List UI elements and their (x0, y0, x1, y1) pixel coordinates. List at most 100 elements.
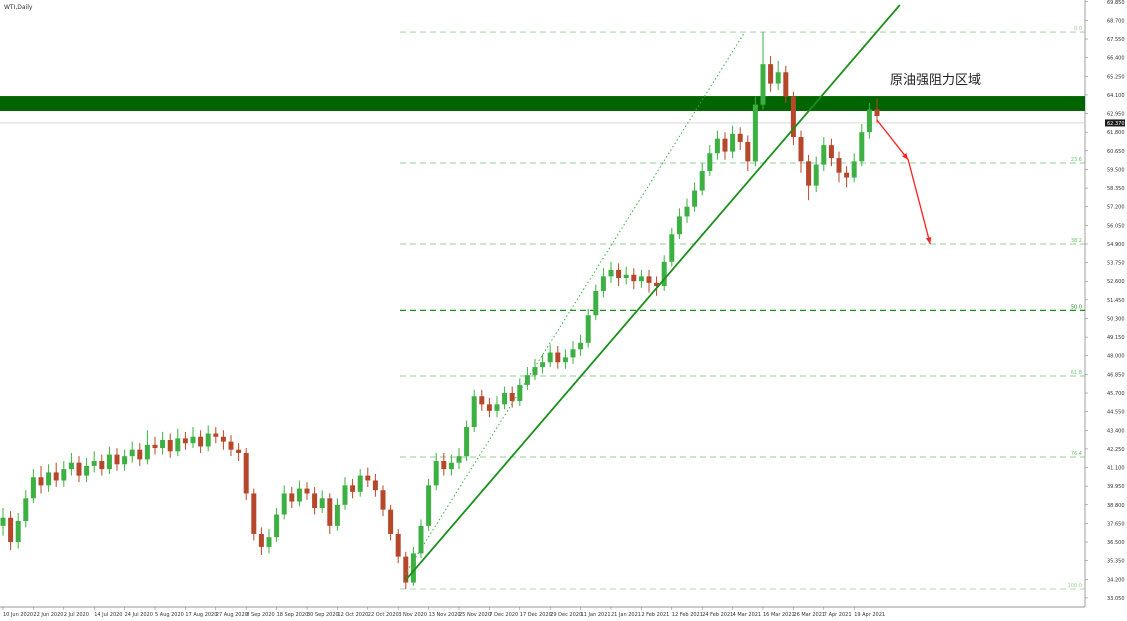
chart-title: WTI,Daily (4, 4, 33, 11)
candle-body (714, 138, 720, 154)
candle-body (730, 133, 736, 152)
candle-body (836, 158, 842, 173)
candle-body (372, 480, 378, 491)
y-tick-label: 69.850 (1107, 0, 1125, 6)
y-tick-label: 52.600 (1107, 279, 1125, 285)
fib-label: 100.0 (1068, 583, 1082, 589)
x-tick-label: 19 Apr 2021 (854, 612, 885, 618)
candle-body (608, 269, 614, 277)
candle-body (84, 465, 90, 476)
candle-body (433, 461, 439, 486)
candle-body (524, 375, 530, 385)
candle-body (357, 475, 363, 492)
candle-body (692, 190, 698, 207)
x-tick-label: 12 Feb 2021 (672, 612, 703, 618)
candle-body (646, 276, 652, 283)
y-tick-label: 65.250 (1107, 74, 1125, 80)
candle-body (8, 517, 14, 543)
fib-label: 38.2 (1071, 238, 1082, 244)
candle-body (676, 216, 682, 235)
x-tick-label: 17 Aug 2020 (185, 612, 217, 618)
x-tick-label: 22 Jun 2020 (33, 612, 63, 618)
x-tick-label: 24 Jul 2020 (125, 612, 153, 618)
candle-body (456, 456, 462, 463)
y-tick-label: 33.050 (1107, 596, 1125, 602)
candle-body (410, 553, 416, 583)
candle-body (486, 404, 492, 411)
fib-label: 0.0 (1074, 26, 1082, 32)
candle-body (547, 352, 553, 363)
x-tick-label: 24 Feb 2021 (702, 612, 733, 618)
x-tick-label: 27 Aug 2020 (216, 612, 248, 618)
candle-body (600, 276, 606, 291)
candle-body (479, 396, 485, 405)
candle-body (760, 64, 766, 105)
x-tick-label: 21 Jan 2021 (611, 612, 641, 618)
candle-body (334, 504, 340, 526)
candle-body (578, 342, 584, 350)
candle-body (555, 352, 561, 363)
candle-body (593, 290, 599, 316)
candle-body (304, 488, 310, 494)
candle-body (418, 525, 424, 554)
candle-body (205, 433, 211, 447)
y-tick-label: 60.650 (1107, 149, 1125, 155)
candle-body (859, 132, 865, 162)
x-tick-label: 5 Aug 2020 (155, 612, 184, 618)
candle-body (631, 274, 637, 282)
x-tick-label: 30 Sep 2020 (307, 612, 339, 618)
fib-label: 23.6 (1071, 157, 1082, 163)
candle-body (137, 449, 143, 460)
y-tick-label: 49.150 (1107, 335, 1125, 341)
x-tick-label: 13 Nov 2020 (429, 612, 461, 618)
candle-body (319, 498, 325, 509)
candle-body (570, 349, 576, 358)
y-tick-label: 59.500 (1107, 167, 1125, 173)
candle-body (152, 444, 158, 449)
x-tick-label: 12 Oct 2020 (337, 612, 368, 618)
candle-body (167, 439, 173, 452)
y-tick-label: 43.400 (1107, 428, 1125, 434)
y-tick-label: 50.300 (1107, 316, 1125, 322)
candle-body (144, 444, 150, 460)
candle-body (866, 109, 872, 133)
y-tick-label: 67.550 (1107, 37, 1125, 43)
x-tick-label: 25 Nov 2020 (459, 612, 491, 618)
candle-body (752, 104, 758, 162)
trendline (405, 4, 901, 581)
candle-body (448, 462, 454, 470)
candle-body (15, 520, 21, 543)
candle-body (464, 427, 470, 457)
candle-body (722, 138, 728, 152)
fib-label: 50.0 (1071, 304, 1082, 310)
candle-body (737, 133, 743, 142)
y-tick-label: 41.100 (1107, 466, 1125, 472)
candle-body (874, 109, 880, 116)
x-tick-label: 2 Feb 2021 (641, 612, 669, 618)
candle-body (190, 436, 196, 444)
candle-body (669, 234, 675, 262)
candle-body (0, 517, 6, 526)
fib-label: 76.4 (1071, 451, 1082, 457)
x-tick-label: 7 Dec 2020 (489, 612, 518, 618)
y-tick-label: 35.350 (1107, 559, 1125, 565)
candle-body (296, 488, 302, 502)
candle-body (129, 449, 135, 457)
candle-body (813, 164, 819, 186)
candle-body (327, 498, 333, 526)
arrow-head (925, 237, 932, 244)
candle-body (251, 493, 257, 534)
annotation: 原油强阻力区域 (890, 73, 981, 88)
candle-body (68, 462, 74, 470)
candle-body (198, 436, 204, 447)
candle-body (99, 461, 105, 470)
y-tick-label: 42.250 (1107, 447, 1125, 453)
candle-body (616, 269, 622, 278)
candle-body (509, 393, 515, 402)
candle-body (91, 461, 97, 466)
candle-body (312, 493, 318, 509)
candle-body (274, 514, 280, 538)
candle-body (380, 490, 386, 510)
